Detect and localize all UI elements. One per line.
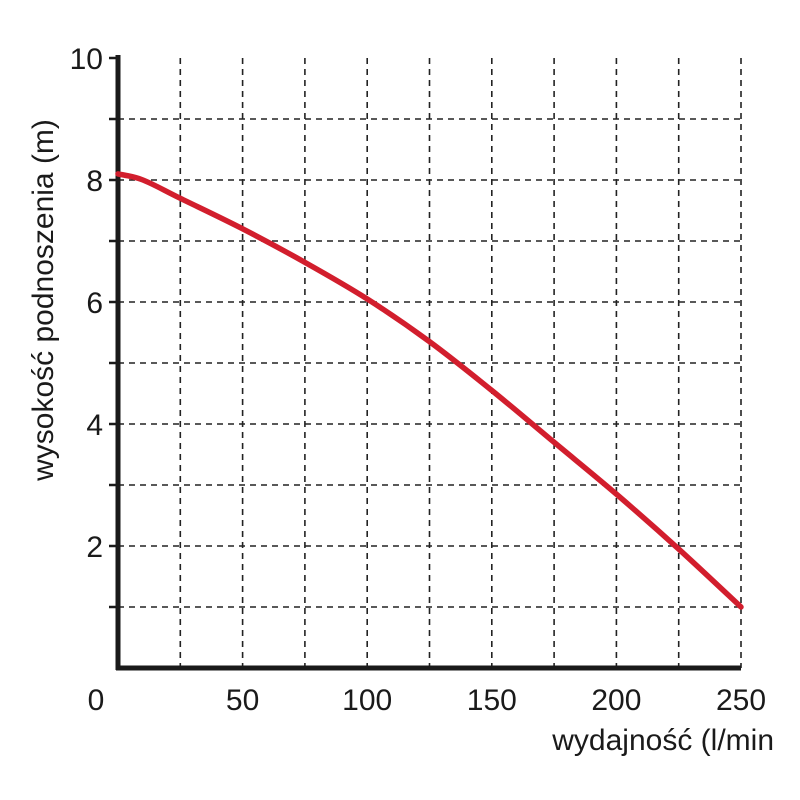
series-line <box>115 171 744 610</box>
y-tick-label: 8 <box>86 165 103 198</box>
x-tick-label: 250 <box>716 684 766 717</box>
x-tick-label: 150 <box>467 684 517 717</box>
y-tick-labels: 2 4 6 8 10 <box>70 43 103 564</box>
x-axis-label: wydajność (l/min <box>551 724 774 757</box>
axes <box>109 55 741 671</box>
y-tick-label: 10 <box>70 43 103 76</box>
y-axis-label: wysokość podnoszenia (m) <box>27 119 60 482</box>
x-tick-label: 50 <box>226 684 259 717</box>
x-tick-label: 100 <box>342 684 392 717</box>
x-tick-labels: 50 100 150 200 250 <box>226 684 766 717</box>
y-tick-label: 2 <box>86 531 103 564</box>
origin-label: 0 <box>88 684 105 717</box>
grid-lines <box>118 58 742 668</box>
y-tick-label: 6 <box>86 287 103 320</box>
y-tick-label: 4 <box>86 409 103 442</box>
data-series <box>115 171 744 610</box>
x-tick-label: 200 <box>591 684 641 717</box>
